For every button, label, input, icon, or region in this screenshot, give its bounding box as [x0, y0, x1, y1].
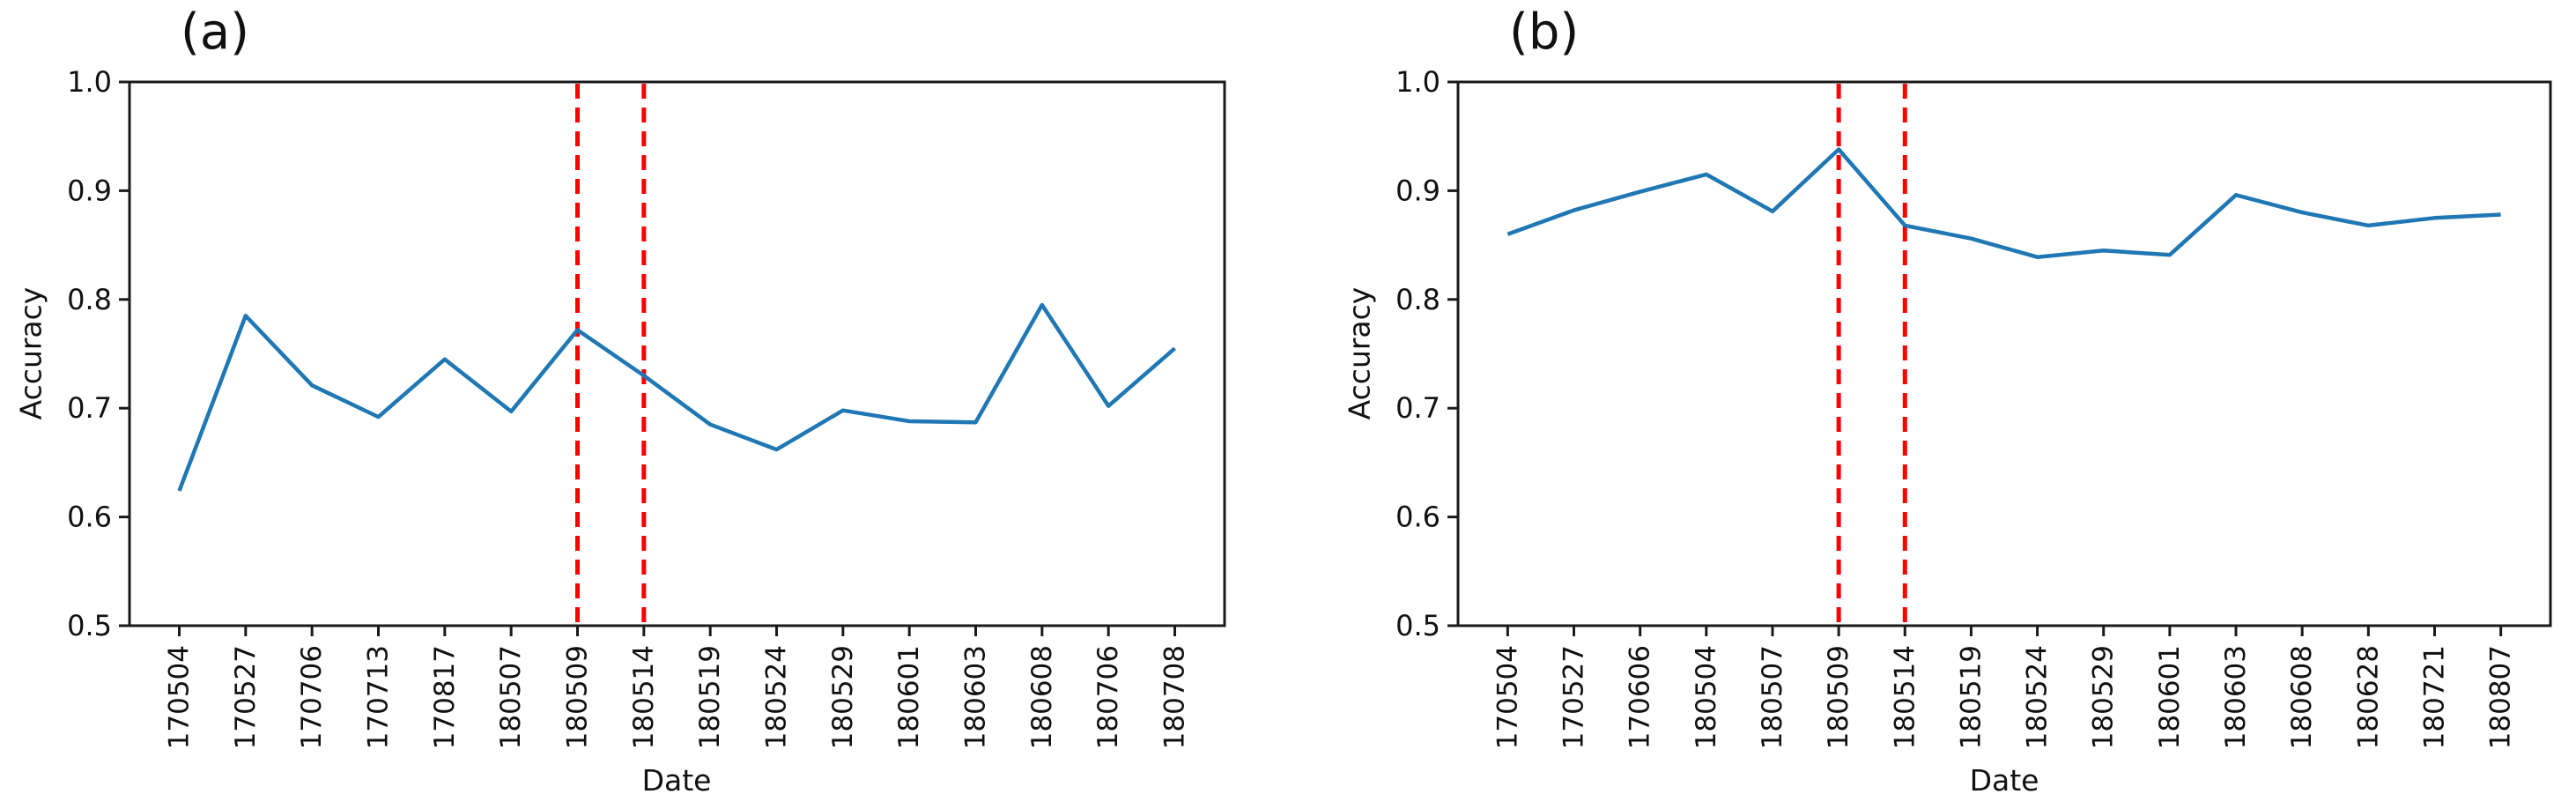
x-tick-label-180628: 180628: [2352, 645, 2384, 749]
x-tick-label-180529: 180529: [2088, 645, 2120, 749]
y-tick-label: 0.9: [67, 174, 112, 207]
x-tick-label-180529: 180529: [827, 645, 859, 749]
x-tick-label-180509: 180509: [1823, 645, 1854, 749]
x-tick-labels: 170504 170527 170706 170713 170817 180507 1805…: [164, 626, 1191, 749]
x-tick-label-180507: 180507: [495, 645, 527, 749]
x-tick-label-170527: 170527: [230, 645, 262, 749]
x-tick-label-180708: 180708: [1159, 645, 1191, 749]
y-tick-label: 0.7: [67, 391, 112, 425]
x-tick-label-180524: 180524: [2022, 645, 2054, 749]
x-tick-label-180514: 180514: [628, 645, 660, 749]
panel-a-x-axis-label: Date: [641, 763, 712, 798]
x-tick-label-180601: 180601: [893, 645, 925, 749]
y-tick-label: 0.8: [1395, 283, 1440, 316]
accuracy-line-series: [177, 302, 1176, 492]
x-tick-label-180608: 180608: [2286, 645, 2318, 749]
accuracy-line-series: [1506, 147, 2501, 259]
reference-vlines: [575, 84, 647, 625]
x-tick-label-170713: 170713: [363, 645, 395, 749]
x-tick-labels: 170504 170527 170606 180504 180507 180509 1805…: [1492, 626, 2517, 749]
x-tick-label-170606: 170606: [1625, 645, 1656, 749]
reference-vlines: [1836, 84, 1907, 625]
x-tick-label-180601: 180601: [2154, 645, 2186, 749]
x-tick-label-180514: 180514: [1889, 645, 1921, 749]
x-tick-label-180509: 180509: [562, 645, 594, 749]
x-tick-label-180721: 180721: [2418, 645, 2450, 749]
y-tick-label: 0.5: [67, 609, 112, 642]
y-tick-labels: 1.0 0.9 0.8 0.7 0.6 0.5: [67, 65, 130, 642]
y-tick-label: 1.0: [1395, 65, 1440, 99]
x-tick-label-180603: 180603: [960, 645, 992, 749]
axes-box: [1456, 80, 2552, 627]
x-tick-label-180603: 180603: [2220, 645, 2252, 749]
x-tick-label-180608: 180608: [1026, 645, 1058, 749]
x-tick-label-170504: 170504: [1492, 645, 1523, 749]
y-tick-label: 0.6: [67, 501, 112, 534]
x-tick-label-180519: 180519: [1955, 645, 1987, 749]
y-tick-labels: 1.0 0.9 0.8 0.7 0.6 0.5: [1395, 65, 1458, 642]
y-tick-label: 0.7: [1395, 391, 1440, 425]
x-tick-label-180504: 180504: [1691, 645, 1722, 749]
x-tick-label-180807: 180807: [2485, 645, 2517, 749]
y-tick-label: 0.6: [1395, 501, 1440, 534]
panel-a-title: (a): [181, 4, 250, 61]
x-tick-label-180519: 180519: [694, 645, 726, 749]
x-tick-label-180507: 180507: [1757, 645, 1788, 749]
x-tick-label-180524: 180524: [761, 645, 793, 749]
x-tick-label-170527: 170527: [1558, 645, 1590, 749]
panel-b-plot: 1.0 0.9 0.8 0.7 0.6 0.5 170504 170527 170606 1805…: [1395, 65, 2552, 749]
y-tick-label: 0.5: [1395, 609, 1440, 642]
panel-b-x-axis-label: Date: [1969, 763, 2039, 798]
y-tick-label: 0.9: [1395, 174, 1440, 207]
panel-b-y-axis-label: Accuracy: [1342, 286, 1377, 420]
x-tick-label-180706: 180706: [1092, 645, 1124, 749]
panel-a-plot: 1.0 0.9 0.8 0.7 0.6 0.5 170504 170527 170706 1707…: [67, 65, 1226, 749]
axes-box: [128, 80, 1226, 627]
x-tick-label-170706: 170706: [296, 645, 328, 749]
y-tick-label: 1.0: [67, 65, 112, 99]
x-tick-label-170504: 170504: [164, 645, 196, 749]
x-tick-label-170817: 170817: [429, 645, 461, 749]
panel-b-title: (b): [1509, 4, 1580, 61]
panel-a-y-axis-label: Accuracy: [13, 286, 48, 420]
y-tick-label: 0.8: [67, 283, 112, 316]
